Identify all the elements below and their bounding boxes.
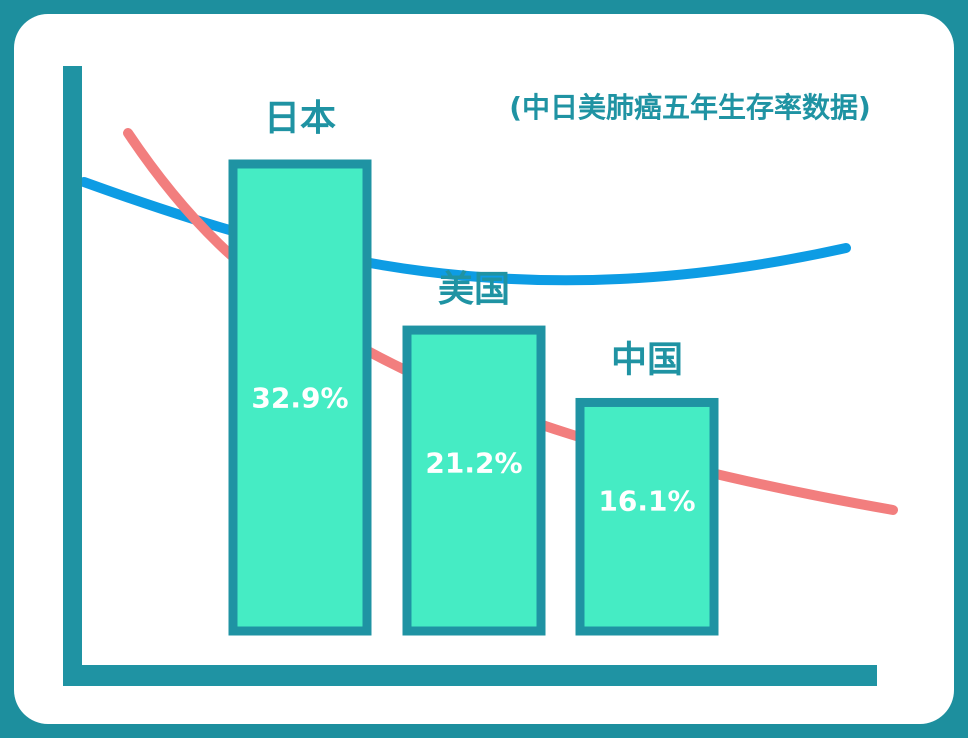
chart-title: (中日美肺癌五年生存率数据)	[509, 91, 871, 124]
value-label-1: 32.9%	[251, 382, 348, 415]
blue-trend-curve	[79, 177, 851, 286]
x-axis	[63, 665, 877, 686]
y-axis	[63, 66, 82, 686]
category-label-1: 日本	[264, 98, 336, 139]
category-label-2: 美国	[438, 269, 510, 310]
bars-group: 日本 32.9% 美国 21.2% 中国 16.1%	[228, 98, 719, 636]
bar-3	[575, 397, 719, 636]
bar-1	[228, 159, 372, 636]
bar-2	[402, 325, 546, 636]
value-label-3: 16.1%	[598, 485, 695, 518]
category-label-3: 中国	[611, 339, 683, 380]
value-label-2: 21.2%	[425, 446, 522, 479]
